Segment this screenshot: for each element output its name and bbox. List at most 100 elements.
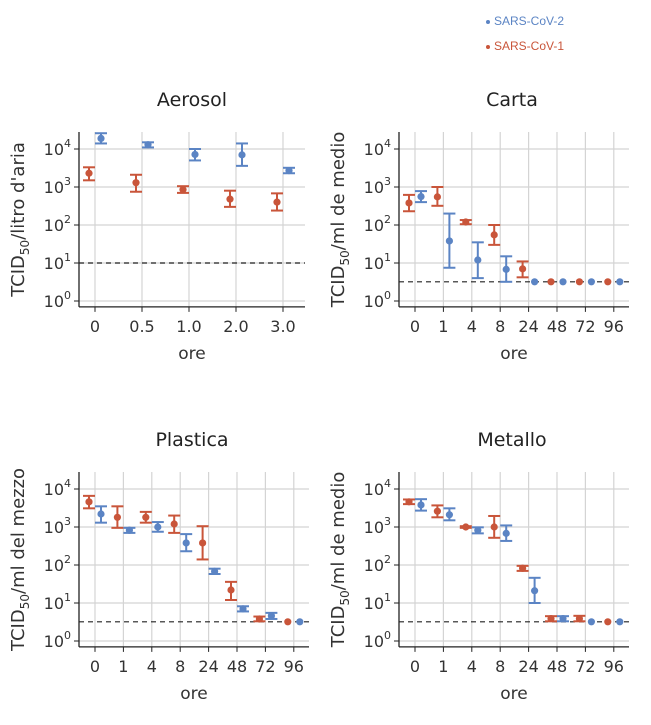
y-tick-label: 104 (44, 477, 71, 499)
data-point (405, 498, 413, 506)
y-tick-exponent: 3 (64, 515, 71, 528)
x-tick-label: 72 (255, 657, 275, 676)
x-tick-label: 96 (604, 317, 624, 336)
legend-marker (486, 44, 490, 49)
data-point (547, 614, 555, 623)
legend: SARS-CoV-2 SARS-CoV-1 (486, 9, 564, 59)
data-point (199, 539, 207, 547)
data-point (462, 523, 470, 531)
x-tick-label: 8 (495, 657, 505, 676)
y-tick-exponent: 2 (384, 553, 391, 566)
x-tick-label: 3.0 (270, 317, 295, 336)
x-tick-label: 0 (90, 657, 100, 676)
y-axis-label: TCID50/ml de medio (328, 472, 352, 649)
x-tick-label: 72 (575, 317, 595, 336)
data-point (417, 192, 425, 201)
x-tick-label: 1.0 (176, 317, 201, 336)
y-tick-label: 104 (364, 137, 391, 159)
y-label-suffix: /ml del mezzo (8, 468, 29, 594)
series-sars-cov-2 (95, 132, 295, 175)
data-point (490, 231, 498, 239)
chart-title: Plastica (155, 429, 228, 451)
x-tick-label: 2.0 (223, 317, 248, 336)
legend-marker (486, 19, 490, 24)
data-point (616, 618, 624, 626)
legend-item-sars-cov-2: SARS-CoV-2 (486, 9, 564, 34)
y-tick-exponent: 4 (64, 137, 71, 150)
x-tick-label: 0 (410, 317, 420, 336)
x-tick-label: 24 (198, 657, 218, 676)
x-tick-label: 1 (118, 657, 128, 676)
y-tick-label: 100 (364, 289, 391, 311)
y-label-subscript: 50 (18, 240, 32, 255)
chart-title: Carta (486, 89, 538, 111)
y-label-prefix: TCID (328, 606, 349, 649)
x-axis-label: ore (500, 344, 527, 364)
y-label-suffix: /ml de medio (328, 472, 349, 591)
data-point (587, 278, 595, 286)
data-point (474, 526, 482, 534)
panel-metallo: Metallo 100 101 102 103 104 0 1 4 8 24 48 72 96 ore TCI… (320, 420, 645, 720)
data-point (433, 507, 441, 515)
data-point (462, 218, 470, 226)
data-point (433, 193, 441, 201)
chart-title: Aerosol (157, 89, 227, 111)
data-point (182, 539, 190, 547)
x-tick-label: 0 (90, 317, 100, 336)
series-sars-cov-2 (95, 505, 304, 626)
data-point (445, 237, 453, 245)
y-tick-label: 102 (364, 553, 391, 575)
y-label-suffix: /litro d'aria (8, 142, 29, 240)
x-tick-label: 48 (547, 657, 567, 676)
x-tick-label: 1 (438, 657, 448, 676)
series-sars-cov-1 (83, 494, 292, 626)
panel-aerosol: Aerosol 100 101 102 103 104 0 0.5 1.0 2.0 3.0 ore TC… (0, 80, 325, 380)
data-point (113, 513, 121, 521)
data-point (284, 618, 292, 626)
y-label-subscript: 50 (338, 250, 352, 265)
x-tick-label: 8 (175, 657, 185, 676)
data-point (179, 186, 187, 194)
y-tick-exponent: 1 (64, 251, 71, 264)
y-tick-label: 101 (364, 251, 391, 273)
y-tick-exponent: 4 (384, 137, 391, 150)
series-sars-cov-1 (403, 498, 612, 626)
data-point (273, 198, 281, 206)
y-tick-label: 103 (44, 175, 71, 197)
data-point (85, 498, 93, 506)
y-tick-exponent: 0 (64, 629, 71, 642)
y-label-prefix: TCID (8, 255, 29, 298)
legend-label: SARS-CoV-1 (494, 39, 565, 53)
legend-label: SARS-CoV-2 (494, 14, 565, 28)
data-point (547, 278, 555, 286)
data-point (405, 199, 413, 207)
data-point (97, 134, 105, 143)
data-point (445, 511, 453, 519)
data-point (575, 614, 583, 623)
y-tick-label: 103 (364, 515, 391, 537)
data-point (531, 278, 539, 286)
data-point (227, 586, 235, 594)
data-point (604, 278, 612, 286)
y-tick-label: 101 (44, 251, 71, 273)
data-point (616, 278, 624, 286)
data-point (97, 510, 105, 518)
y-tick-exponent: 3 (384, 515, 391, 528)
x-axis-label: ore (178, 344, 205, 364)
data-point (142, 513, 150, 521)
x-tick-label: 4 (467, 317, 477, 336)
data-point (255, 615, 263, 623)
data-point (296, 618, 304, 626)
y-tick-exponent: 4 (384, 477, 391, 490)
x-axis-label: ore (180, 684, 207, 704)
y-tick-exponent: 1 (384, 251, 391, 264)
chart-title: Metallo (477, 429, 546, 451)
y-tick-label: 100 (364, 629, 391, 651)
y-tick-label: 103 (364, 175, 391, 197)
y-label-subscript: 50 (338, 590, 352, 605)
panel-plastica: Plastica 100 101 102 103 104 0 1 4 8 24 48 72 96 ore TC… (0, 420, 325, 720)
y-tick-exponent: 0 (384, 289, 391, 302)
data-point (154, 523, 162, 531)
